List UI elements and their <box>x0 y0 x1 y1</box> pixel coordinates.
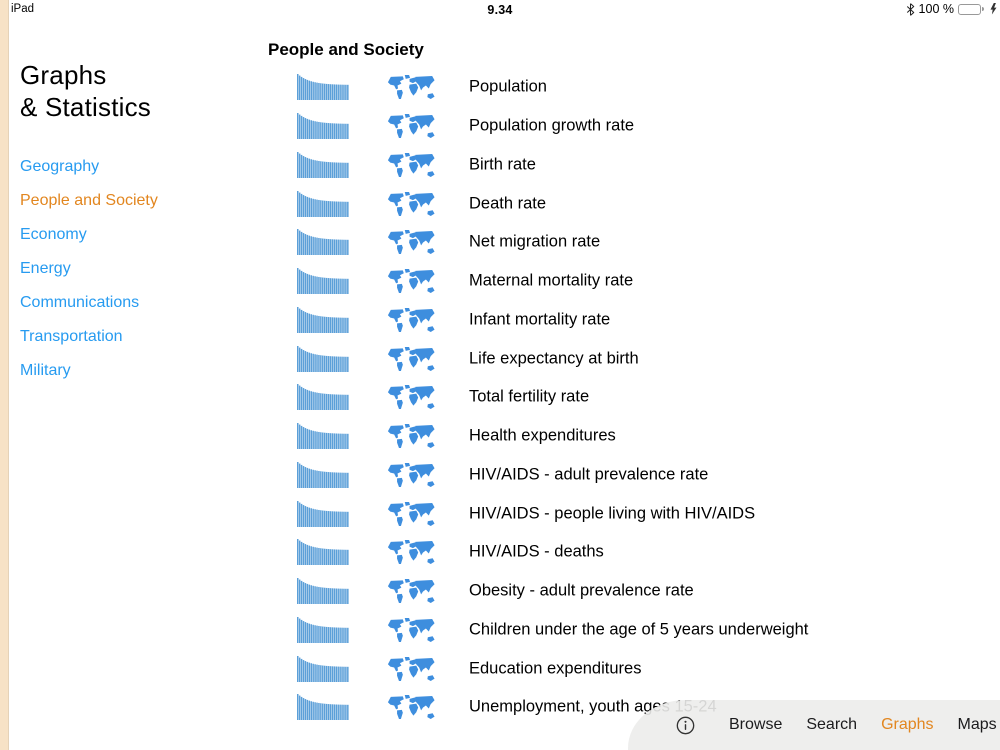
world-map-icon[interactable] <box>386 538 436 566</box>
list-item-obesity-adult-prevalence-rate[interactable]: Obesity - adult prevalence rate <box>0 572 1000 611</box>
world-map-icon[interactable] <box>386 383 436 411</box>
world-map-icon[interactable] <box>386 693 436 721</box>
list-item-population[interactable]: Population <box>0 68 1000 107</box>
bar-chart-icon[interactable] <box>297 578 349 605</box>
bar-chart-icon[interactable] <box>297 268 349 295</box>
bar-chart-icon[interactable] <box>297 423 349 450</box>
statistics-list: Population Population growth rate Birth … <box>0 68 1000 727</box>
list-item-label: HIV/AIDS - people living with HIV/AIDS <box>469 504 756 523</box>
bar-chart-icon[interactable] <box>297 151 349 178</box>
world-map-icon[interactable] <box>386 422 436 450</box>
world-map-icon[interactable] <box>386 461 436 489</box>
sidebar-item-economy[interactable]: Economy <box>20 226 87 243</box>
tab-search[interactable]: Search <box>806 716 858 733</box>
world-map-icon[interactable] <box>386 345 436 373</box>
app-title-line2: & Statistics <box>20 92 151 123</box>
list-item-label: Net migration rate <box>469 232 601 251</box>
tab-browse[interactable]: Browse <box>729 716 783 733</box>
info-icon[interactable] <box>676 716 695 735</box>
list-item-maternal-mortality-rate[interactable]: Maternal mortality rate <box>0 262 1000 301</box>
list-item-label: Obesity - adult prevalence rate <box>469 581 694 600</box>
list-item-hiv-aids-people-living-with-hiv-aids[interactable]: HIV/AIDS - people living with HIV/AIDS <box>0 494 1000 533</box>
list-item-label: Death rate <box>469 194 547 213</box>
battery-icon <box>958 3 984 15</box>
bar-chart-icon[interactable] <box>297 229 349 256</box>
world-map-icon[interactable] <box>386 73 436 101</box>
list-item-hiv-aids-deaths[interactable]: HIV/AIDS - deaths <box>0 533 1000 572</box>
sidebar-item-geography[interactable]: Geography <box>20 158 100 175</box>
bar-chart-icon[interactable] <box>297 345 349 372</box>
bluetooth-icon <box>906 2 915 16</box>
bar-chart-icon[interactable] <box>297 500 349 527</box>
list-item-population-growth-rate[interactable]: Population growth rate <box>0 107 1000 146</box>
bar-chart-icon[interactable] <box>297 616 349 643</box>
battery-nub <box>981 7 984 11</box>
world-map-icon[interactable] <box>386 190 436 218</box>
list-item-hiv-aids-adult-prevalence-rate[interactable]: HIV/AIDS - adult prevalence rate <box>0 456 1000 495</box>
list-item-label: Health expenditures <box>469 426 616 445</box>
bar-chart-icon[interactable] <box>297 190 349 217</box>
world-map-icon[interactable] <box>386 306 436 334</box>
list-item-label: Population <box>469 77 547 96</box>
world-map-icon[interactable] <box>386 577 436 605</box>
bar-chart-icon[interactable] <box>297 694 349 721</box>
sidebar-nav: Geography People and Society Economy Energy… <box>20 150 158 388</box>
list-item-label: Birth rate <box>469 155 536 174</box>
list-item-education-expenditures[interactable]: Education expenditures <box>0 649 1000 688</box>
device-label: iPad <box>11 3 35 15</box>
sidebar-item-energy[interactable]: Energy <box>20 260 71 277</box>
sidebar-item-people-and-society[interactable]: People and Society <box>20 192 158 209</box>
app-title-line1: Graphs <box>20 60 107 91</box>
clock: 9.34 <box>487 2 513 17</box>
bar-chart-icon[interactable] <box>297 461 349 488</box>
list-item-net-migration-rate[interactable]: Net migration rate <box>0 223 1000 262</box>
sidebar-item-transportation[interactable]: Transportation <box>20 328 123 345</box>
bar-chart-icon[interactable] <box>297 539 349 566</box>
bar-chart-icon[interactable] <box>297 655 349 682</box>
list-item-label: HIV/AIDS - deaths <box>469 542 604 561</box>
app-title: Graphs & Statistics <box>20 59 151 123</box>
charging-bolt-icon <box>990 3 997 15</box>
sidebar-item-communications[interactable]: Communications <box>20 294 140 311</box>
bar-chart-icon[interactable] <box>297 384 349 411</box>
bar-chart-icon[interactable] <box>297 306 349 333</box>
world-map-icon[interactable] <box>386 228 436 256</box>
left-edge-stripe <box>0 0 9 750</box>
list-item-health-expenditures[interactable]: Health expenditures <box>0 417 1000 456</box>
list-item-death-rate[interactable]: Death rate <box>0 184 1000 223</box>
bar-chart-icon[interactable] <box>297 74 349 101</box>
list-item-label: Maternal mortality rate <box>469 271 634 290</box>
list-item-label: HIV/AIDS - adult prevalence rate <box>469 465 709 484</box>
tab-maps[interactable]: Maps <box>957 716 997 733</box>
list-item-label: Education expenditures <box>469 659 642 678</box>
list-item-label: Population growth rate <box>469 116 635 135</box>
list-item-total-fertility-rate[interactable]: Total fertility rate <box>0 378 1000 417</box>
list-item-label: Total fertility rate <box>469 387 590 406</box>
list-item-label: Children under the age of 5 years underw… <box>469 620 809 639</box>
list-item-birth-rate[interactable]: Birth rate <box>0 146 1000 185</box>
world-map-icon[interactable] <box>386 151 436 179</box>
toolbar-tabs: Browse Search Graphs Maps <box>695 716 997 734</box>
status-right-cluster: 100 % <box>906 2 997 16</box>
list-item-label: Infant mortality rate <box>469 310 611 329</box>
world-map-icon[interactable] <box>386 655 436 683</box>
bar-chart-icon[interactable] <box>297 113 349 140</box>
list-item-label: Life expectancy at birth <box>469 349 639 368</box>
section-header: People and Society <box>268 40 424 60</box>
sidebar-item-military[interactable]: Military <box>20 362 71 379</box>
world-map-icon[interactable] <box>386 616 436 644</box>
world-map-icon[interactable] <box>386 112 436 140</box>
battery-percent: 100 % <box>918 2 954 16</box>
status-bar: iPad 9.34 100 % <box>0 0 1000 20</box>
list-item-life-expectancy-at-birth[interactable]: Life expectancy at birth <box>0 339 1000 378</box>
bottom-toolbar: Browse Search Graphs Maps <box>628 700 1000 750</box>
tab-graphs[interactable]: Graphs <box>881 716 934 733</box>
world-map-icon[interactable] <box>386 500 436 528</box>
list-item-children-under-the-age-of-5-years-underweight[interactable]: Children under the age of 5 years underw… <box>0 611 1000 650</box>
list-item-infant-mortality-rate[interactable]: Infant mortality rate <box>0 301 1000 340</box>
world-map-icon[interactable] <box>386 267 436 295</box>
